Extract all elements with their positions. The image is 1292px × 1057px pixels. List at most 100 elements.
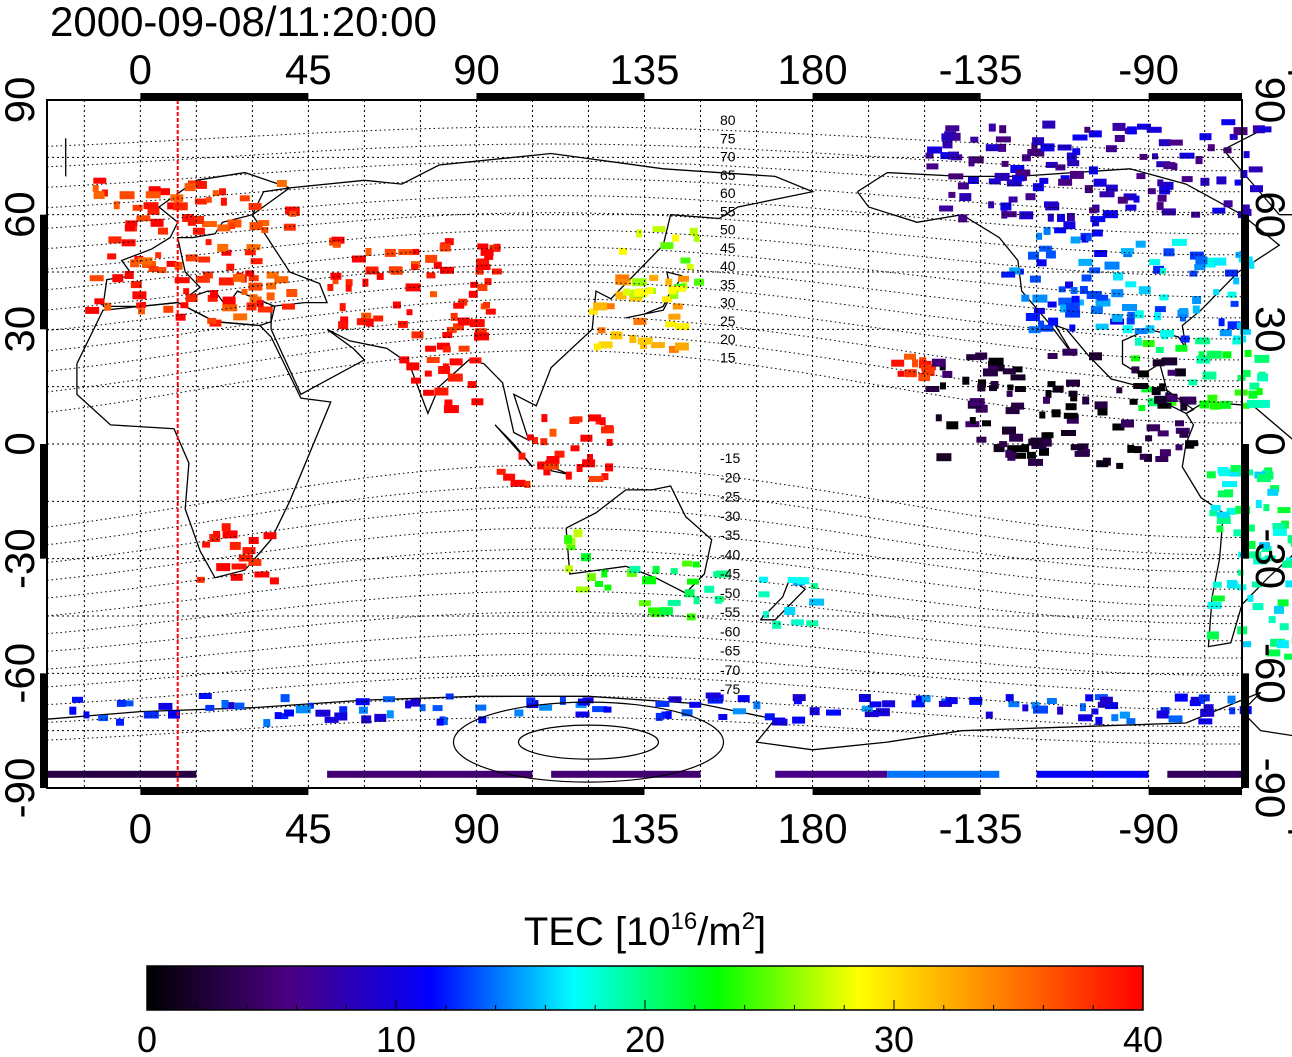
tec-point bbox=[681, 709, 693, 717]
tec-point bbox=[1095, 298, 1111, 307]
tec-point bbox=[942, 370, 953, 378]
tec-point bbox=[295, 705, 311, 714]
tec-point bbox=[942, 140, 953, 149]
tec-point bbox=[510, 479, 526, 487]
tec-point bbox=[1085, 694, 1094, 702]
tec-point bbox=[174, 277, 190, 284]
tec-point bbox=[969, 696, 983, 705]
tec-point bbox=[1159, 294, 1169, 301]
tec-point bbox=[640, 342, 648, 349]
tec-point bbox=[1120, 248, 1134, 255]
tec-point bbox=[1015, 452, 1026, 459]
tec-point bbox=[1134, 337, 1142, 346]
right-latitude-tick-label: 30 bbox=[1247, 306, 1292, 353]
tec-point bbox=[1114, 135, 1125, 142]
tec-point bbox=[1028, 458, 1043, 466]
tec-point bbox=[1046, 698, 1057, 704]
tec-point bbox=[132, 204, 143, 211]
tec-point bbox=[1039, 177, 1049, 184]
tec-point bbox=[514, 709, 524, 717]
tec-point bbox=[399, 356, 410, 364]
tec-point bbox=[444, 399, 453, 408]
tec-point bbox=[1089, 267, 1101, 274]
tec-point bbox=[551, 770, 701, 778]
tec-point bbox=[257, 306, 273, 313]
tec-point bbox=[1211, 595, 1225, 602]
tec-point bbox=[476, 258, 490, 266]
tec-point bbox=[1045, 161, 1058, 168]
tec-point bbox=[351, 255, 366, 263]
tec-point bbox=[376, 272, 384, 280]
tec-point bbox=[1225, 269, 1238, 277]
tec-point bbox=[1179, 308, 1188, 314]
tec-point bbox=[1078, 258, 1093, 266]
tec-point bbox=[1060, 175, 1070, 182]
magnetic-latitude-label: 45 bbox=[720, 240, 736, 256]
tec-point bbox=[315, 709, 331, 717]
magnetic-latitude-label: 80 bbox=[720, 112, 736, 128]
tec-point bbox=[1252, 603, 1264, 611]
tec-point bbox=[1218, 468, 1230, 477]
tec-point bbox=[629, 335, 637, 343]
tec-point bbox=[1017, 268, 1024, 275]
tec-point bbox=[1247, 595, 1254, 602]
tec-point bbox=[1084, 185, 1093, 194]
tec-point bbox=[915, 695, 922, 702]
tec-point bbox=[1272, 527, 1287, 536]
tec-point bbox=[772, 620, 782, 629]
tec-point bbox=[233, 313, 248, 321]
tec-point bbox=[1161, 332, 1169, 340]
axis-bar bbox=[1243, 673, 1249, 788]
tec-point bbox=[1175, 420, 1184, 427]
tec-point bbox=[637, 337, 653, 345]
tec-point bbox=[1070, 236, 1081, 244]
tec-point bbox=[1042, 432, 1054, 439]
tec-point bbox=[1254, 354, 1270, 363]
tec-point bbox=[338, 321, 349, 330]
tec-point bbox=[1189, 270, 1198, 277]
tec-point bbox=[1149, 259, 1161, 266]
tec-point bbox=[1071, 295, 1080, 303]
tec-point bbox=[1133, 383, 1149, 389]
tec-point bbox=[1257, 373, 1269, 382]
tec-point bbox=[1270, 485, 1280, 493]
tec-point bbox=[945, 697, 958, 705]
tec-point bbox=[1198, 718, 1213, 725]
tec-point bbox=[1019, 211, 1034, 220]
tec-point bbox=[1236, 322, 1245, 330]
tec-point bbox=[1032, 137, 1045, 146]
tec-point bbox=[1123, 193, 1137, 201]
tec-point bbox=[1039, 411, 1046, 419]
tec-point bbox=[248, 558, 262, 566]
tec-point bbox=[222, 296, 236, 305]
tec-point bbox=[484, 253, 494, 260]
magnetic-latitude-label: -20 bbox=[720, 469, 740, 485]
tec-point bbox=[995, 136, 1011, 143]
tec-point bbox=[1088, 130, 1102, 138]
tec-point bbox=[1136, 173, 1146, 180]
tec-point bbox=[1181, 176, 1193, 183]
tec-point bbox=[424, 370, 432, 377]
tec-point bbox=[192, 216, 204, 224]
tec-point bbox=[668, 286, 677, 295]
tec-point bbox=[1190, 696, 1200, 703]
tec-point bbox=[1099, 191, 1115, 198]
tec-point bbox=[1011, 402, 1025, 410]
tec-point bbox=[1039, 447, 1049, 456]
axis-bar bbox=[140, 789, 309, 795]
tec-point bbox=[546, 456, 560, 464]
tec-point bbox=[1112, 122, 1126, 131]
tec-point bbox=[1279, 623, 1289, 631]
tec-point bbox=[238, 554, 253, 562]
tec-point bbox=[1248, 390, 1258, 399]
tec-point bbox=[670, 568, 678, 575]
tec-point bbox=[1102, 210, 1118, 219]
tec-point bbox=[772, 717, 786, 726]
tec-point bbox=[112, 274, 124, 283]
tec-point bbox=[1199, 400, 1210, 409]
tec-point bbox=[1138, 405, 1146, 411]
magnetic-contour bbox=[46, 569, 1243, 625]
tec-point bbox=[959, 193, 972, 202]
tec-point bbox=[160, 188, 170, 196]
tec-point bbox=[1207, 394, 1218, 403]
